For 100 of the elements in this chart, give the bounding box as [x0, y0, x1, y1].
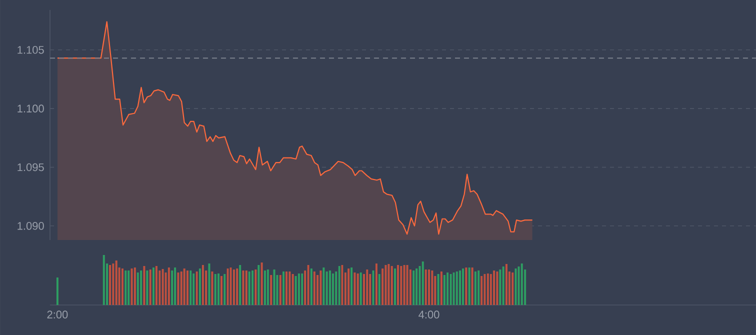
bar	[366, 269, 368, 305]
bar	[320, 270, 322, 305]
bar	[322, 267, 325, 305]
bar	[462, 268, 464, 305]
bar	[174, 267, 176, 305]
bar	[220, 276, 222, 305]
bar	[496, 271, 498, 305]
bar	[136, 272, 139, 305]
bar	[390, 266, 393, 305]
bar	[382, 268, 384, 305]
bar	[146, 270, 148, 305]
bar	[140, 270, 142, 305]
y-tick-label: 1.095	[18, 163, 44, 172]
bar	[232, 269, 235, 305]
bar	[258, 264, 260, 305]
bar	[149, 269, 152, 305]
bar	[245, 270, 248, 305]
bar	[362, 274, 365, 305]
bar	[214, 274, 216, 305]
bar	[190, 270, 192, 305]
bar	[456, 271, 458, 305]
bar	[242, 270, 244, 305]
bar	[350, 267, 353, 305]
bar	[403, 264, 406, 305]
bar	[288, 271, 291, 305]
bar	[254, 269, 257, 305]
bar	[273, 269, 276, 305]
bar	[102, 254, 105, 305]
bar	[332, 273, 334, 305]
bar	[484, 274, 486, 305]
bar	[307, 264, 310, 305]
bar	[270, 274, 272, 305]
bar	[130, 268, 133, 305]
bar	[239, 264, 242, 305]
bar	[406, 264, 408, 305]
bar	[121, 268, 124, 305]
bar	[294, 276, 297, 305]
bar	[412, 270, 415, 305]
x-tick-label: 4:00	[418, 310, 440, 318]
bar	[180, 271, 182, 305]
x-tick-label: 2:00	[47, 310, 68, 318]
bar	[384, 264, 387, 305]
bar	[409, 269, 412, 305]
bar	[356, 273, 359, 305]
bar	[486, 273, 489, 305]
bar	[152, 267, 154, 305]
bar	[177, 272, 180, 305]
bar	[143, 266, 146, 305]
bar	[266, 269, 269, 305]
bar	[431, 270, 434, 305]
bar	[474, 271, 476, 305]
bar	[252, 270, 254, 305]
bar	[264, 270, 266, 305]
bar	[224, 274, 226, 305]
bar	[468, 267, 470, 305]
bar	[168, 267, 170, 305]
bar	[388, 264, 390, 305]
bar	[236, 268, 238, 305]
bar	[416, 268, 418, 305]
bar	[171, 270, 174, 305]
bar	[124, 270, 127, 305]
bar	[480, 276, 483, 305]
bar	[186, 270, 188, 305]
y-tick-label: 1.100	[18, 104, 44, 112]
bar	[260, 262, 263, 305]
y-tick-label: 1.090	[18, 222, 44, 230]
bar	[109, 264, 112, 305]
bar	[134, 267, 136, 305]
bar	[128, 270, 130, 305]
bar	[518, 266, 520, 305]
bar	[465, 267, 468, 305]
bar	[328, 270, 331, 305]
bar	[490, 274, 492, 305]
bar	[512, 272, 514, 305]
bar	[394, 268, 396, 305]
bar	[505, 264, 508, 305]
bar	[112, 263, 114, 305]
bar	[310, 268, 312, 305]
bar	[499, 269, 502, 305]
bar	[400, 266, 402, 305]
bar	[162, 268, 164, 305]
bar	[56, 277, 58, 305]
bar	[286, 271, 288, 305]
bar	[437, 274, 440, 305]
bar	[422, 261, 424, 305]
bar	[348, 268, 350, 305]
bar	[446, 272, 449, 305]
bar	[360, 272, 362, 305]
bar	[208, 263, 210, 305]
bar	[115, 260, 118, 305]
bar	[155, 266, 158, 305]
y-tick-label: 1.105	[18, 46, 44, 54]
bar	[196, 271, 198, 305]
bar	[198, 268, 201, 305]
bar	[502, 266, 504, 305]
bar	[478, 270, 480, 305]
bar	[375, 263, 378, 305]
bar	[248, 271, 250, 305]
bar	[396, 264, 399, 305]
bar	[424, 269, 427, 305]
